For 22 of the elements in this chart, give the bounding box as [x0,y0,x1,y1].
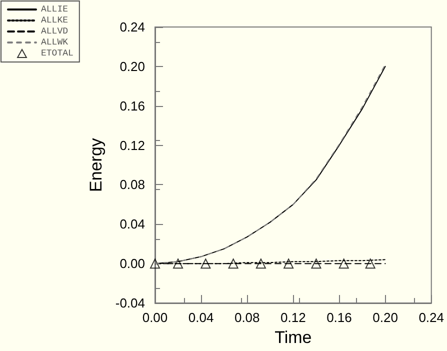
y-tick-label: 0.16 [120,98,145,114]
x-axis-title: Time [274,328,312,347]
legend-label: ALLVD [41,26,68,36]
x-tick-label: 0.16 [326,310,352,325]
y-tick-label: 0.08 [120,177,145,192]
x-tick-label: 0.20 [372,310,398,325]
x-tick-label: 0.24 [418,310,444,325]
y-tick-label: 0.20 [120,58,145,74]
legend-label: ALLKE [41,16,68,26]
x-tick-label: 0.00 [142,310,168,325]
y-axis-title: Energy [86,138,106,192]
legend-label: ALLWK [41,38,69,48]
y-tick-label: 0.12 [120,138,145,153]
y-tick-label: 0.04 [120,216,145,232]
x-tick-label: 0.04 [188,310,214,325]
legend-label: ETOTAL [41,48,74,58]
x-tick-label: 0.12 [280,310,306,325]
y-tick-label: 0.00 [120,256,145,272]
y-tick-label: 0.24 [120,20,145,34]
legend-label: ALLIE [41,4,68,14]
x-tick-label: 0.08 [234,310,260,325]
y-tick-label: -0.04 [115,296,145,310]
